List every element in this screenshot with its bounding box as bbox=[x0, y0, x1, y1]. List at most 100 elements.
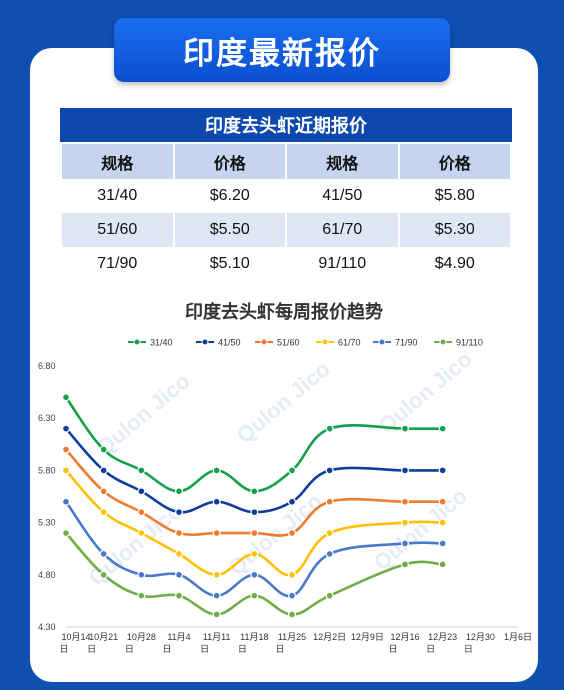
table-row: 51/60 $5.50 61/70 $5.30 bbox=[60, 213, 512, 247]
data-point bbox=[99, 570, 108, 579]
x-tick-label: 11月11 bbox=[203, 632, 231, 642]
y-tick-label: 5.80 bbox=[38, 465, 56, 475]
data-point bbox=[288, 497, 297, 506]
data-point bbox=[250, 508, 259, 517]
data-point bbox=[401, 497, 410, 506]
data-point bbox=[288, 591, 297, 600]
watermark-text: Qulon Jico bbox=[374, 346, 477, 438]
table-title: 印度去头虾近期报价 bbox=[60, 108, 512, 142]
legend-label: 61/70 bbox=[338, 338, 361, 348]
header-price-2: 价格 bbox=[397, 144, 512, 179]
data-point bbox=[212, 591, 221, 600]
data-point bbox=[175, 529, 184, 538]
y-tick-label: 6.30 bbox=[38, 413, 56, 423]
legend-label: 31/40 bbox=[150, 338, 173, 348]
data-point bbox=[401, 539, 410, 548]
data-point bbox=[212, 570, 221, 579]
x-tick-label: 12月30 bbox=[466, 632, 495, 642]
data-point bbox=[212, 529, 221, 538]
data-point bbox=[325, 529, 334, 538]
data-point bbox=[288, 570, 297, 579]
data-point bbox=[137, 508, 146, 517]
header-spec-2: 规格 bbox=[285, 144, 400, 179]
chart-title: 印度去头虾每周报价趋势 bbox=[185, 301, 383, 322]
table-row: 71/90 $5.10 91/110 $4.90 bbox=[60, 247, 512, 281]
x-tick-label-line2: 日 bbox=[275, 644, 284, 654]
x-tick-label-line2: 日 bbox=[87, 644, 96, 654]
data-point bbox=[401, 424, 410, 433]
x-tick-label-line2: 日 bbox=[59, 644, 68, 654]
data-point bbox=[325, 497, 334, 506]
legend-label: 71/90 bbox=[395, 338, 418, 348]
series-line bbox=[65, 427, 443, 514]
x-tick-label: 11月25 bbox=[278, 632, 306, 642]
legend-label: 41/50 bbox=[218, 338, 241, 348]
x-tick-label-line2: 日 bbox=[162, 644, 171, 654]
data-point bbox=[250, 487, 259, 496]
data-point bbox=[137, 529, 146, 538]
x-tick-label: 12月23 bbox=[428, 632, 457, 642]
legend-marker bbox=[378, 338, 386, 346]
data-point bbox=[175, 570, 184, 579]
series-line bbox=[64, 500, 443, 598]
table-cell: $4.90 bbox=[397, 247, 512, 281]
table-cell: 71/90 bbox=[60, 247, 175, 281]
data-point bbox=[288, 529, 297, 538]
table-header-row: 规格 价格 规格 价格 bbox=[60, 144, 512, 179]
data-point bbox=[61, 393, 70, 402]
x-axis: 10月14 日 10月21 日 10月28 日 11月4 日 11月11 日 11月18 日 11月25… bbox=[59, 626, 532, 654]
legend-label: 51/60 bbox=[277, 338, 300, 348]
x-tick-label: 11月18 bbox=[240, 632, 268, 642]
x-tick-label-line2: 日 bbox=[125, 644, 134, 654]
data-point bbox=[99, 508, 108, 517]
data-point bbox=[401, 466, 410, 475]
header-spec-1: 规格 bbox=[60, 144, 175, 179]
data-point bbox=[99, 487, 108, 496]
x-tick-label: 12月2日 bbox=[313, 632, 346, 642]
data-point bbox=[61, 529, 70, 538]
data-point bbox=[137, 466, 146, 475]
x-tick-label: 10月28 bbox=[127, 632, 156, 642]
series-line bbox=[64, 396, 443, 493]
series-line bbox=[65, 448, 443, 537]
series-61-70 bbox=[61, 466, 447, 579]
data-point bbox=[438, 497, 447, 506]
watermark-text: Qulon Jico bbox=[92, 368, 195, 460]
table-cell: $5.50 bbox=[172, 213, 287, 247]
data-point bbox=[438, 424, 447, 433]
x-tick-label-line2: 日 bbox=[388, 644, 397, 654]
data-point bbox=[61, 424, 70, 433]
data-point bbox=[250, 591, 259, 600]
data-point bbox=[61, 466, 70, 475]
series-41-50 bbox=[61, 424, 447, 517]
data-point bbox=[325, 466, 334, 475]
data-point bbox=[212, 497, 221, 506]
table-cell: 31/40 bbox=[60, 179, 175, 213]
data-point bbox=[438, 466, 447, 475]
y-tick-label: 5.30 bbox=[38, 518, 56, 528]
data-point bbox=[99, 549, 108, 558]
watermark-text: Qulon Jico bbox=[84, 498, 187, 590]
table-cell: 51/60 bbox=[60, 213, 175, 247]
price-table: 规格 价格 规格 价格 31/40 $6.20 41/50 $5.80 51/6… bbox=[60, 144, 512, 281]
table-cell: 91/110 bbox=[285, 247, 400, 281]
data-point bbox=[61, 445, 70, 454]
x-tick-label: 11月4 bbox=[167, 632, 190, 642]
header-price-1: 价格 bbox=[172, 144, 287, 179]
table-cell: $6.20 bbox=[172, 179, 287, 213]
banner-title: 印度最新报价 bbox=[183, 35, 381, 71]
series-layer bbox=[61, 393, 447, 619]
table-cell: 61/70 bbox=[285, 213, 400, 247]
x-tick-label: 12月9日 bbox=[351, 632, 384, 642]
x-tick-label-line2: 日 bbox=[200, 644, 209, 654]
legend-marker bbox=[439, 338, 447, 346]
data-point bbox=[137, 487, 146, 496]
data-point bbox=[250, 570, 259, 579]
data-point bbox=[288, 466, 297, 475]
data-point bbox=[175, 487, 184, 496]
data-point bbox=[438, 518, 447, 527]
data-point bbox=[137, 570, 146, 579]
data-point bbox=[212, 610, 221, 619]
data-point bbox=[175, 591, 184, 600]
